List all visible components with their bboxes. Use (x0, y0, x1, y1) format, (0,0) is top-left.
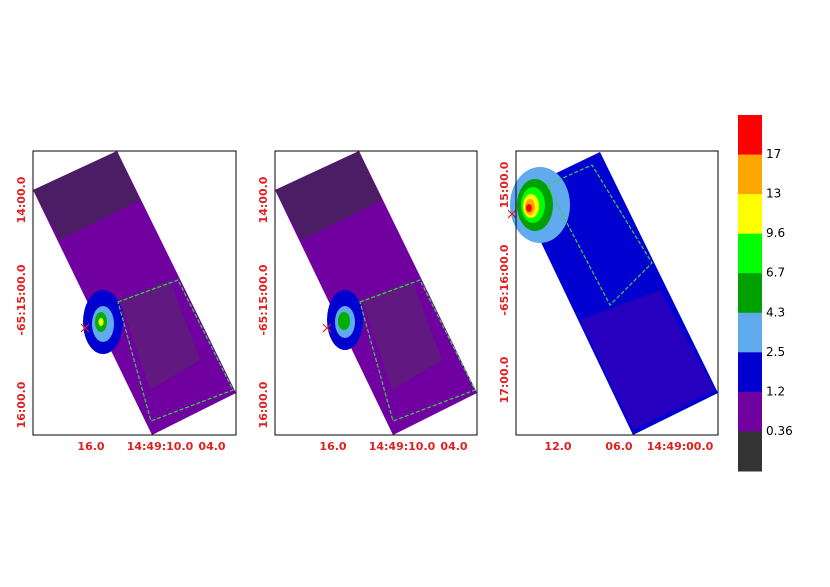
source-marker (80, 323, 90, 333)
colorbar-label: 4.3 (766, 305, 785, 319)
colorbar-band (738, 233, 762, 274)
x-tick-label: 14:49:00.0 (647, 440, 714, 453)
y-tick-label: 14:00.0 (257, 176, 270, 223)
panel-image (33, 151, 236, 435)
y-tick-label: 15:00.0 (498, 161, 511, 208)
colorbar-band (738, 391, 762, 432)
x-tick-label: 14:49:10.0 (369, 440, 436, 453)
colorbar-label: 6.7 (766, 266, 785, 280)
colorbar-label: 9.6 (766, 226, 785, 240)
x-tick-label: 12.0 (544, 440, 571, 453)
y-tick-label: 16:00.0 (257, 381, 270, 428)
colorbar-band (738, 352, 762, 393)
source-marker (507, 209, 517, 219)
tick-labels: 16.0 14:49:10.0 04.0 14:00.0 -65:15:00.0 16:0… (15, 161, 714, 453)
y-tick-label: -65:15:00.0 (15, 264, 28, 335)
x-tick-label: 04.0 (198, 440, 225, 453)
colorbar-band (738, 154, 762, 195)
colorbar-band (738, 431, 762, 472)
region-box (359, 279, 476, 422)
colorbar-band (738, 194, 762, 235)
colorbar-label: 13 (766, 187, 781, 201)
x-tick-label: 16.0 (77, 440, 104, 453)
colorbar-band (738, 273, 762, 314)
source-marker (322, 323, 332, 333)
colorbar-band (738, 312, 762, 353)
panel-image (275, 151, 477, 435)
y-tick-label: -65:15:00.0 (257, 264, 270, 335)
y-tick-label: 17:00.0 (498, 356, 511, 403)
colorbar-label: 17 (766, 147, 781, 161)
colorbar-band (738, 115, 762, 156)
colorbar-label: 1.2 (766, 384, 785, 398)
region-box (117, 279, 234, 422)
panel-frame (515, 150, 719, 436)
colorbar: 17 13 9.6 6.7 4.3 2.5 1.2 0.36 (738, 115, 793, 472)
x-tick-label: 16.0 (319, 440, 346, 453)
y-tick-label: -65:16:00.0 (498, 244, 511, 315)
x-tick-label: 14:49:10.0 (127, 440, 194, 453)
y-tick-label: 14:00.0 (15, 176, 28, 223)
colorbar-label: 0.36 (766, 424, 793, 438)
x-tick-label: 06.0 (605, 440, 632, 453)
panel-frame (274, 150, 478, 436)
region-box (546, 164, 653, 307)
panel-frame (32, 150, 237, 436)
colorbar-label: 2.5 (766, 345, 785, 359)
panel-image (507, 152, 718, 435)
y-tick-label: 16:00.0 (15, 381, 28, 428)
x-tick-label: 04.0 (440, 440, 467, 453)
